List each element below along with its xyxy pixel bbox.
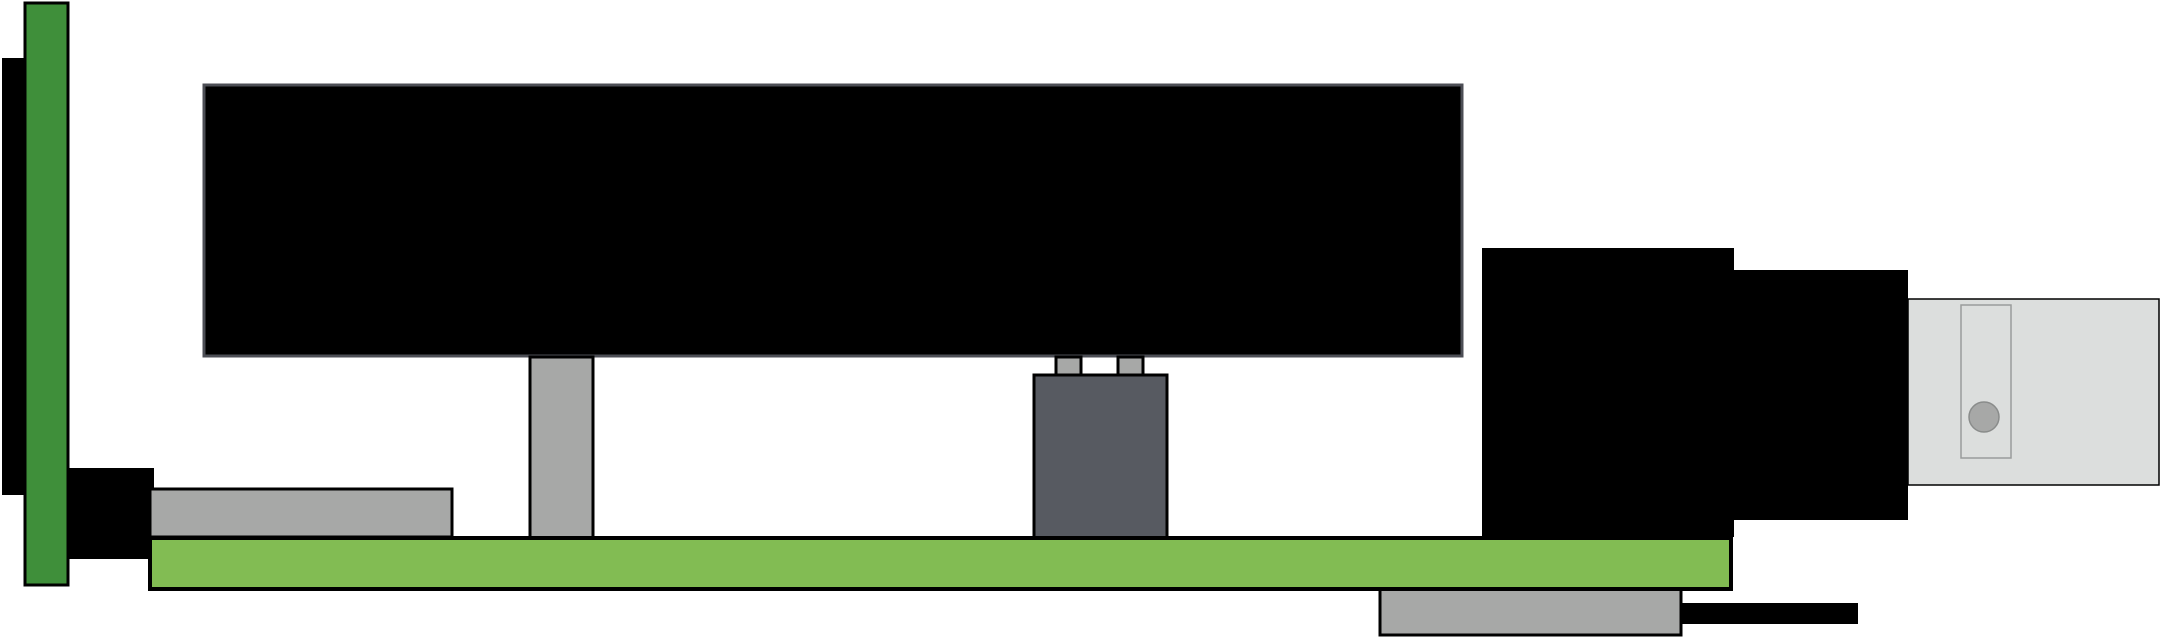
edge-connector xyxy=(68,468,154,559)
display-standoff xyxy=(528,355,595,541)
vertical-board xyxy=(23,1,70,587)
vertical-board-backplate xyxy=(2,58,26,495)
dark-component xyxy=(1032,373,1169,540)
bottom-grey-module xyxy=(1378,584,1683,637)
black-housing xyxy=(1482,248,1734,537)
black-housing-step xyxy=(1733,270,1908,520)
component-pin-left xyxy=(1054,355,1083,377)
component-pins xyxy=(1054,355,1145,377)
plug-button xyxy=(1968,401,2000,433)
component-pin-right xyxy=(1116,355,1145,377)
bottom-lead xyxy=(1680,603,1858,624)
display-panel xyxy=(202,83,1464,358)
left-grey-module xyxy=(148,487,454,539)
plug-slot xyxy=(1960,304,2012,459)
main-board xyxy=(148,536,1733,591)
light-grey-plug xyxy=(1907,298,2160,486)
